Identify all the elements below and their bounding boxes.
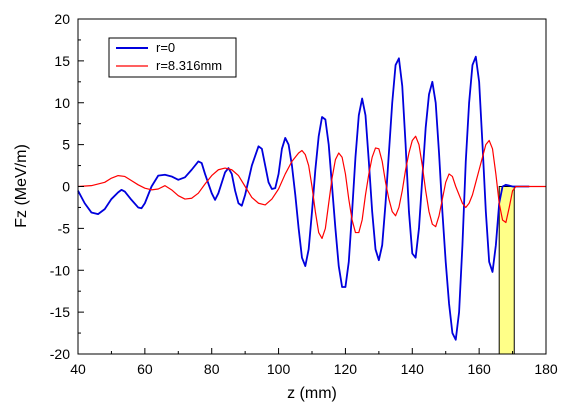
y-tick-label: 15 <box>54 53 70 69</box>
y-axis: -20 -15 -10 -5 0 5 10 15 20 <box>50 11 84 362</box>
y-tick-label: -5 <box>58 220 71 236</box>
x-tick-label: 120 <box>334 361 358 377</box>
y-tick-label: -15 <box>50 304 70 320</box>
series-line-0 <box>77 55 530 341</box>
y-tick-label: 5 <box>62 137 70 153</box>
y-axis-title: Fz (MeV/m) <box>13 144 30 228</box>
y-tick-label: 10 <box>54 95 70 111</box>
series-layer <box>77 55 546 341</box>
x-tick-label: 180 <box>534 361 558 377</box>
x-tick-label: 160 <box>467 361 491 377</box>
y-tick-label: 20 <box>54 11 70 27</box>
legend-label-r0: r=0 <box>156 40 175 55</box>
x-tick-label: 80 <box>204 361 220 377</box>
x-tick-label: 140 <box>401 361 425 377</box>
legend-box <box>108 37 237 78</box>
x-axis: 40 60 80 100 120 140 160 180 <box>70 348 558 377</box>
x-tick-label: 60 <box>137 361 153 377</box>
x-tick-label: 40 <box>70 361 86 377</box>
y-tick-label: -20 <box>50 346 70 362</box>
series-line-1 <box>77 135 546 240</box>
legend: r=0 r=8.316mm <box>108 37 237 78</box>
x-tick-label: 100 <box>267 361 291 377</box>
y-tick-label: -10 <box>50 262 70 278</box>
x-axis-title: z (mm) <box>287 385 337 402</box>
y-tick-label: 0 <box>62 179 70 195</box>
legend-label-r8316: r=8.316mm <box>156 58 222 73</box>
